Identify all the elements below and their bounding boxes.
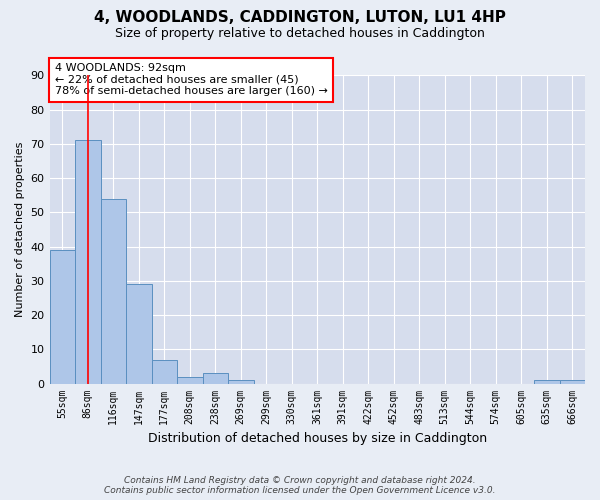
- Text: 4 WOODLANDS: 92sqm
← 22% of detached houses are smaller (45)
78% of semi-detache: 4 WOODLANDS: 92sqm ← 22% of detached hou…: [55, 63, 328, 96]
- Bar: [228, 380, 254, 384]
- Bar: [203, 374, 228, 384]
- Text: 4, WOODLANDS, CADDINGTON, LUTON, LU1 4HP: 4, WOODLANDS, CADDINGTON, LUTON, LU1 4HP: [94, 10, 506, 25]
- Y-axis label: Number of detached properties: Number of detached properties: [15, 142, 25, 317]
- Bar: [126, 284, 152, 384]
- Text: Contains HM Land Registry data © Crown copyright and database right 2024.
Contai: Contains HM Land Registry data © Crown c…: [104, 476, 496, 495]
- Bar: [534, 380, 560, 384]
- Bar: [177, 376, 203, 384]
- Bar: [75, 140, 101, 384]
- Text: Size of property relative to detached houses in Caddington: Size of property relative to detached ho…: [115, 28, 485, 40]
- Bar: [560, 380, 585, 384]
- Bar: [50, 250, 75, 384]
- X-axis label: Distribution of detached houses by size in Caddington: Distribution of detached houses by size …: [148, 432, 487, 445]
- Bar: [152, 360, 177, 384]
- Bar: [101, 198, 126, 384]
